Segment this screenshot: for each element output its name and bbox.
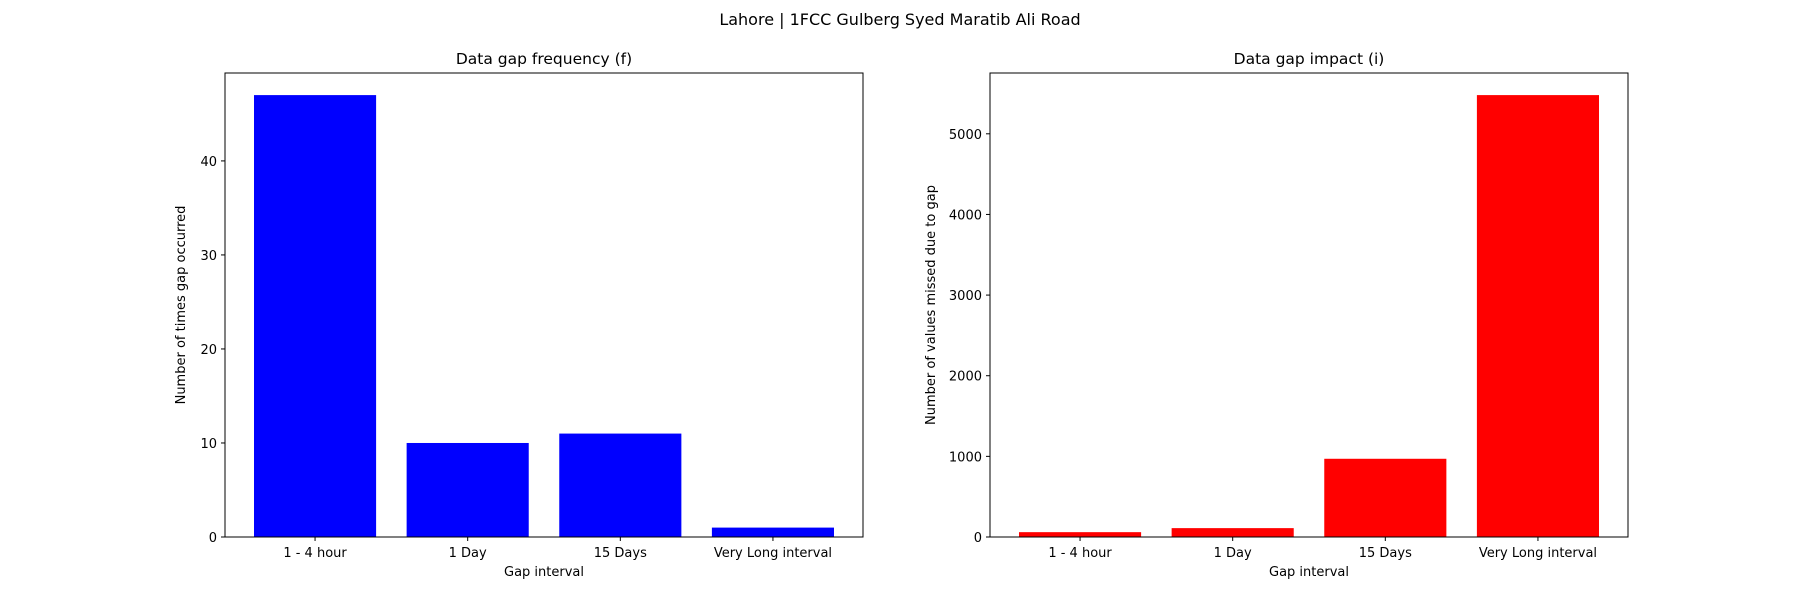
impact-ytick-label-2: 2000 bbox=[949, 370, 982, 385]
impact-x-axis-label: Gap interval bbox=[1269, 565, 1349, 580]
freq-y-axis-label: Number of times gap occurred bbox=[174, 206, 189, 405]
freq-axes-frame bbox=[224, 72, 864, 538]
freq-ytick-label-2: 20 bbox=[200, 343, 217, 358]
freq-bar-0 bbox=[254, 95, 377, 537]
freq-xtick-label-0: 1 - 4 hour bbox=[283, 546, 347, 561]
impact-bar-3 bbox=[1476, 95, 1599, 537]
freq-chart-title: Data gap frequency (f) bbox=[456, 50, 632, 68]
impact-bar-2 bbox=[1324, 458, 1447, 537]
impact-axes-frame bbox=[989, 72, 1629, 538]
impact-xtick-label-3: Very Long interval bbox=[1479, 546, 1597, 561]
impact-y-axis-label: Number of values missed due to gap bbox=[924, 185, 939, 425]
freq-xtick-label-3: Very Long interval bbox=[714, 546, 832, 561]
impact-ytick-label-5: 5000 bbox=[949, 128, 982, 143]
impact-bar-0 bbox=[1019, 532, 1142, 537]
freq-xtick-label-1: 1 Day bbox=[449, 546, 487, 561]
impact-ytick-label-4: 4000 bbox=[949, 208, 982, 223]
freq-ytick-label-1: 10 bbox=[200, 437, 217, 452]
impact-xtick-label-1: 1 Day bbox=[1214, 546, 1252, 561]
freq-ytick-label-0: 0 bbox=[209, 531, 217, 546]
impact-ytick-label-1: 1000 bbox=[949, 450, 982, 465]
freq-x-axis-label: Gap interval bbox=[504, 565, 584, 580]
freq-bar-2 bbox=[559, 433, 682, 537]
impact-xtick-label-0: 1 - 4 hour bbox=[1048, 546, 1112, 561]
figure-suptitle: Lahore | 1FCC Gulberg Syed Maratib Ali R… bbox=[719, 10, 1080, 29]
freq-ytick-label-4: 40 bbox=[200, 155, 217, 170]
impact-chart-title: Data gap impact (i) bbox=[1234, 50, 1385, 68]
impact-ytick-label-0: 0 bbox=[974, 531, 982, 546]
impact-ytick-label-3: 3000 bbox=[949, 289, 982, 304]
freq-bar-1 bbox=[406, 442, 529, 537]
freq-xtick-label-2: 15 Days bbox=[594, 546, 647, 561]
freq-ytick-label-3: 30 bbox=[200, 249, 217, 264]
impact-xtick-label-2: 15 Days bbox=[1359, 546, 1412, 561]
freq-bar-3 bbox=[711, 527, 834, 537]
impact-bar-1 bbox=[1171, 528, 1294, 537]
